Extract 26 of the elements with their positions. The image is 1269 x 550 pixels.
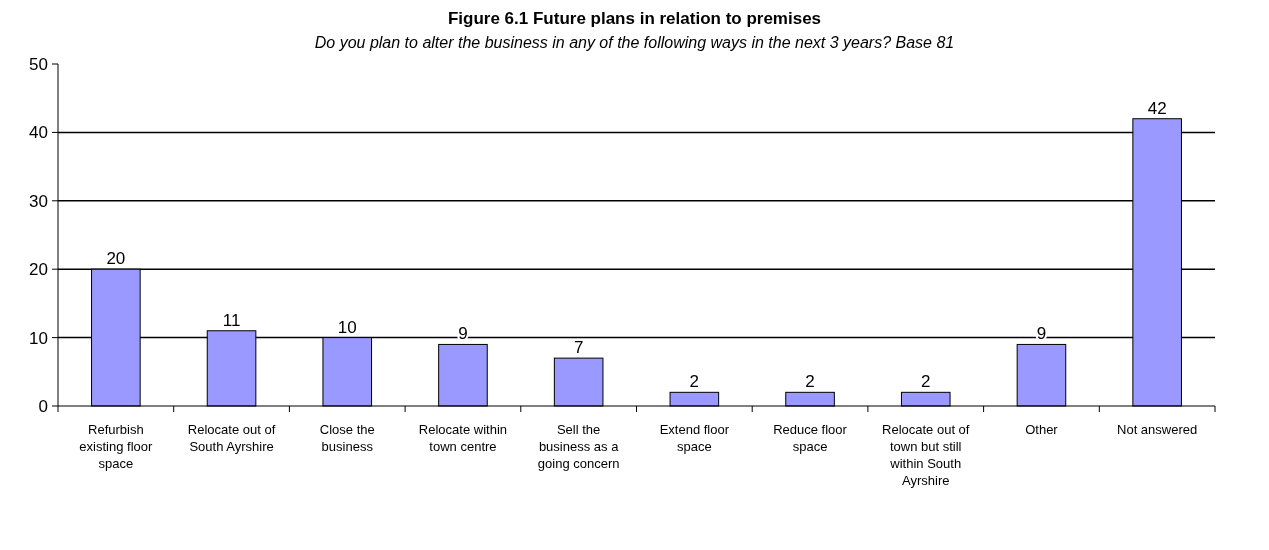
chart-title: Figure 6.1 Future plans in relation to premises (447, 9, 822, 28)
x-tick-label: Other (1025, 422, 1059, 437)
x-tick-label: Relocate out of South Ayrshire (187, 422, 276, 454)
y-tick-label: 0 (38, 396, 48, 416)
data-label: 2 (689, 372, 700, 392)
x-tick-label: Relocate within town centre (418, 422, 508, 454)
data-label: 7 (573, 338, 584, 358)
data-label: 42 (1147, 98, 1167, 118)
y-tick-label: 50 (29, 54, 48, 74)
x-tick-label: Close the business (319, 422, 375, 454)
x-tick-label: Refurbish existing floor space (79, 422, 154, 471)
y-tick-label: 30 (29, 191, 48, 211)
x-tick-label: Extend floor space (659, 422, 730, 454)
x-tick-label: Not answered (1117, 422, 1198, 437)
data-label: 2 (805, 372, 815, 392)
y-tick-label: 10 (29, 328, 48, 348)
y-tick-label: 20 (29, 260, 48, 280)
x-tick-label: Sell the business as a going concern (537, 422, 620, 471)
data-label: 10 (337, 317, 357, 337)
chart-subtitle: Do you plan to alter the business in any of the following ways in the next 3 years? Base 81 (314, 34, 955, 51)
data-label: 11 (222, 310, 241, 330)
y-tick-label: 40 (29, 123, 48, 143)
data-label: 20 (106, 249, 126, 269)
data-label: 2 (921, 372, 931, 392)
x-tick-label: Reduce floor space (773, 422, 848, 454)
x-tick-label: Relocate out of town but still within South Ayrshire (882, 422, 970, 488)
